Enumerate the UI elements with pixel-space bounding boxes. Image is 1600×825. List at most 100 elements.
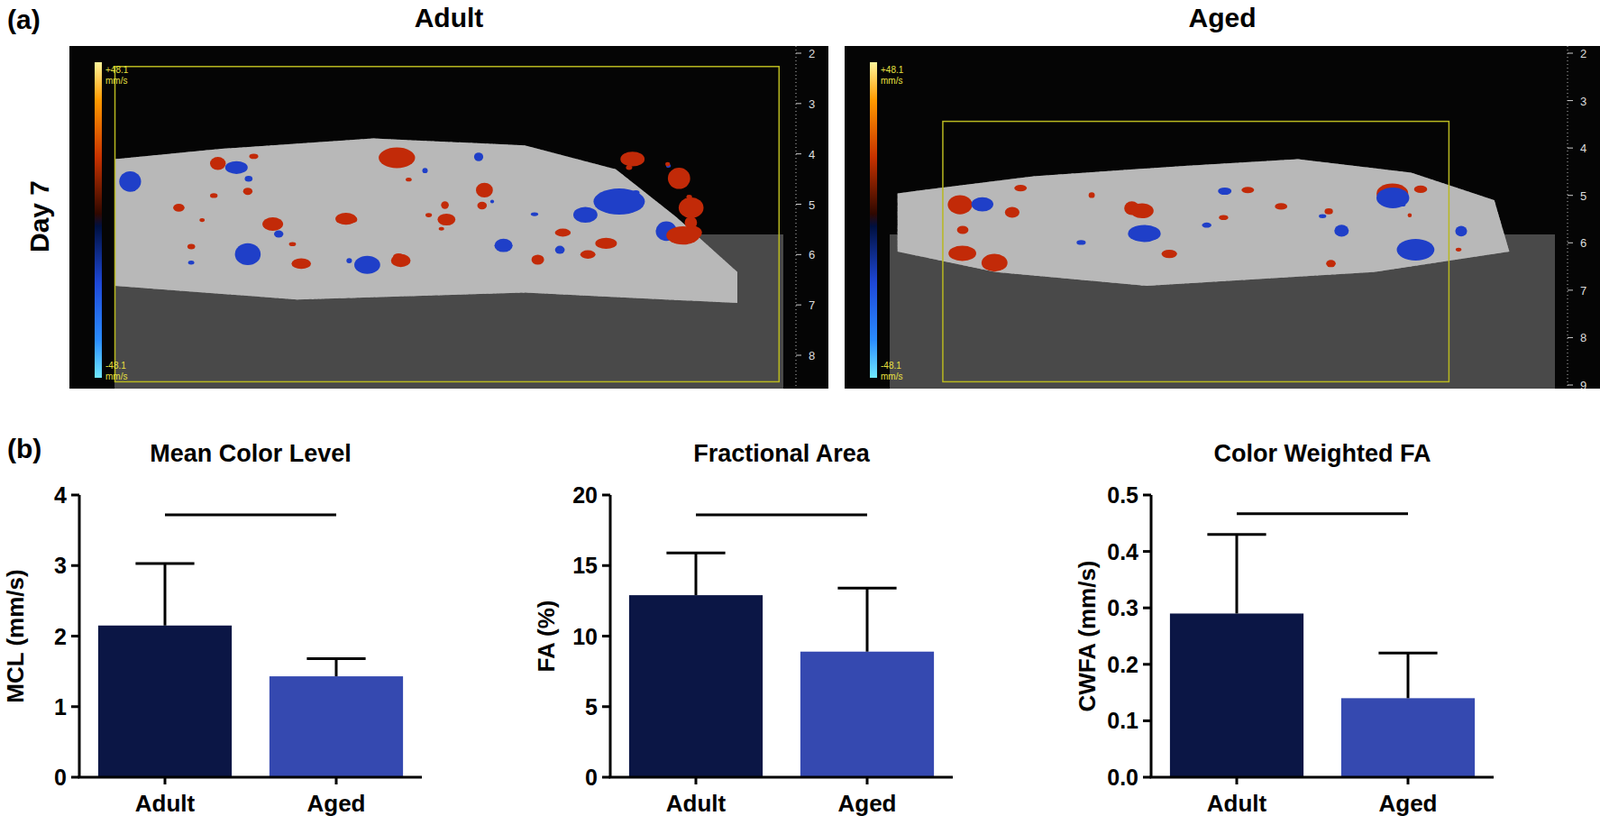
- error-cap: [135, 561, 194, 565]
- doppler-blob: [378, 147, 415, 169]
- ultrasound-image: +48.1mm/s-48.1mm/s23456789: [844, 45, 1600, 393]
- ultrasound-image: +48.1mm/s-48.1mm/s2345678: [69, 45, 829, 389]
- doppler-blob: [1076, 239, 1086, 245]
- x-tick-label: Aged: [1379, 789, 1438, 817]
- error-cap: [1206, 532, 1266, 536]
- doppler-blob: [620, 151, 645, 166]
- doppler-blob: [235, 243, 262, 266]
- y-tick: [71, 493, 80, 497]
- error-cap: [666, 551, 725, 555]
- error-bar: [306, 658, 366, 677]
- y-tick: [602, 704, 611, 708]
- depth-tick: [795, 102, 802, 104]
- doppler-blob: [1455, 247, 1462, 252]
- error-stem: [335, 658, 339, 677]
- doppler-blob: [210, 192, 218, 198]
- scale-unit: mm/s: [105, 75, 128, 86]
- depth-tick: [795, 254, 802, 256]
- y-tick-label: 10: [572, 623, 598, 650]
- doppler-blob: [291, 258, 311, 270]
- doppler-blob: [580, 250, 596, 259]
- y-tick: [71, 704, 80, 708]
- doppler-blob: [666, 226, 700, 245]
- doppler-blob: [1414, 185, 1428, 193]
- doppler-blob: [188, 260, 195, 265]
- doppler-blob: [335, 212, 357, 225]
- tissue: [115, 138, 739, 303]
- x-tick-label: Aged: [307, 789, 366, 817]
- doppler-blob: [289, 241, 297, 247]
- bars: [98, 514, 403, 778]
- doppler-blob: [274, 230, 284, 238]
- doppler-blob: [440, 201, 449, 209]
- error-cap: [1378, 651, 1437, 655]
- doppler-blob: [1088, 192, 1096, 198]
- depth-tick: [795, 203, 802, 205]
- significance-line: [164, 512, 337, 516]
- depth-label: 5: [808, 198, 815, 212]
- doppler-blob: [1014, 184, 1027, 192]
- x-tick-label: Aged: [838, 789, 897, 817]
- doppler-blob: [530, 212, 539, 217]
- y-tick: [1142, 719, 1152, 723]
- depth-label: 2: [808, 46, 815, 61]
- y-tick-label: 0: [585, 764, 598, 790]
- y-tick-label: 0.4: [1106, 539, 1139, 565]
- x-tick-label: Adult: [666, 789, 727, 817]
- error-stem: [1235, 534, 1239, 614]
- bars: [629, 514, 934, 778]
- bar-chart: Mean Color LevelMCL (mm/s)AdultAged01234: [1, 439, 422, 817]
- scale-max: +48.1: [105, 64, 129, 75]
- error-stem: [694, 552, 698, 595]
- doppler-blob: [346, 257, 352, 264]
- depth-label: 8: [1580, 330, 1587, 345]
- doppler-blob: [173, 203, 185, 212]
- y-tick: [1142, 549, 1152, 553]
- y-tick: [1142, 662, 1152, 666]
- doppler-blob: [971, 197, 994, 212]
- doppler-blob: [425, 212, 432, 218]
- doppler-blob: [391, 254, 412, 267]
- depth-label: 4: [1580, 141, 1587, 156]
- chart-title: Fractional Area: [693, 439, 871, 467]
- panel-label: (a): [7, 4, 41, 35]
- y-tick: [602, 776, 611, 779]
- doppler-blob: [665, 162, 670, 167]
- y-tick-label: 0.2: [1106, 651, 1139, 677]
- bar-chart: Fractional AreaFA (%)AdultAged05101520: [532, 439, 953, 817]
- depth-tick: [1567, 289, 1573, 291]
- doppler-blob: [354, 256, 381, 275]
- doppler-blob: [210, 156, 226, 170]
- doppler-blob: [1334, 224, 1349, 237]
- depth-label: 7: [808, 298, 815, 312]
- doppler-blob: [555, 228, 572, 238]
- y-tick-label: 0.3: [1106, 594, 1139, 621]
- doppler-blob: [1241, 186, 1254, 193]
- depth-label: 6: [808, 247, 815, 262]
- y-axis-label: CWFA (mm/s): [1073, 559, 1101, 712]
- y-tick: [1142, 606, 1152, 610]
- depth-label: 6: [1580, 236, 1587, 250]
- error-bar: [1206, 534, 1266, 614]
- y-tick-label: 0.1: [1106, 707, 1139, 733]
- depth-label: 3: [1580, 94, 1587, 109]
- doppler-blob: [948, 246, 977, 262]
- y-tick: [71, 634, 80, 638]
- doppler-blob: [1318, 214, 1326, 219]
- doppler-blob: [1408, 213, 1413, 218]
- depth-label: 4: [808, 147, 815, 162]
- doppler-blob: [957, 225, 970, 234]
- y-tick: [602, 493, 611, 497]
- figure: (a)Day 7+48.1mm/s-48.1mm/s2345678Adult+4…: [0, 0, 1600, 825]
- depth-label: 7: [1580, 283, 1587, 298]
- x-axis: [78, 776, 423, 779]
- depth-label: 9: [1580, 378, 1587, 393]
- depth-tick: [1567, 100, 1573, 101]
- doppler-blob: [667, 167, 691, 190]
- doppler-blob: [593, 188, 645, 215]
- y-tick-label: 4: [54, 482, 67, 508]
- depth-tick: [1567, 194, 1573, 196]
- bar: [800, 651, 934, 778]
- y-tick: [1142, 493, 1152, 497]
- doppler-blob: [1127, 224, 1161, 242]
